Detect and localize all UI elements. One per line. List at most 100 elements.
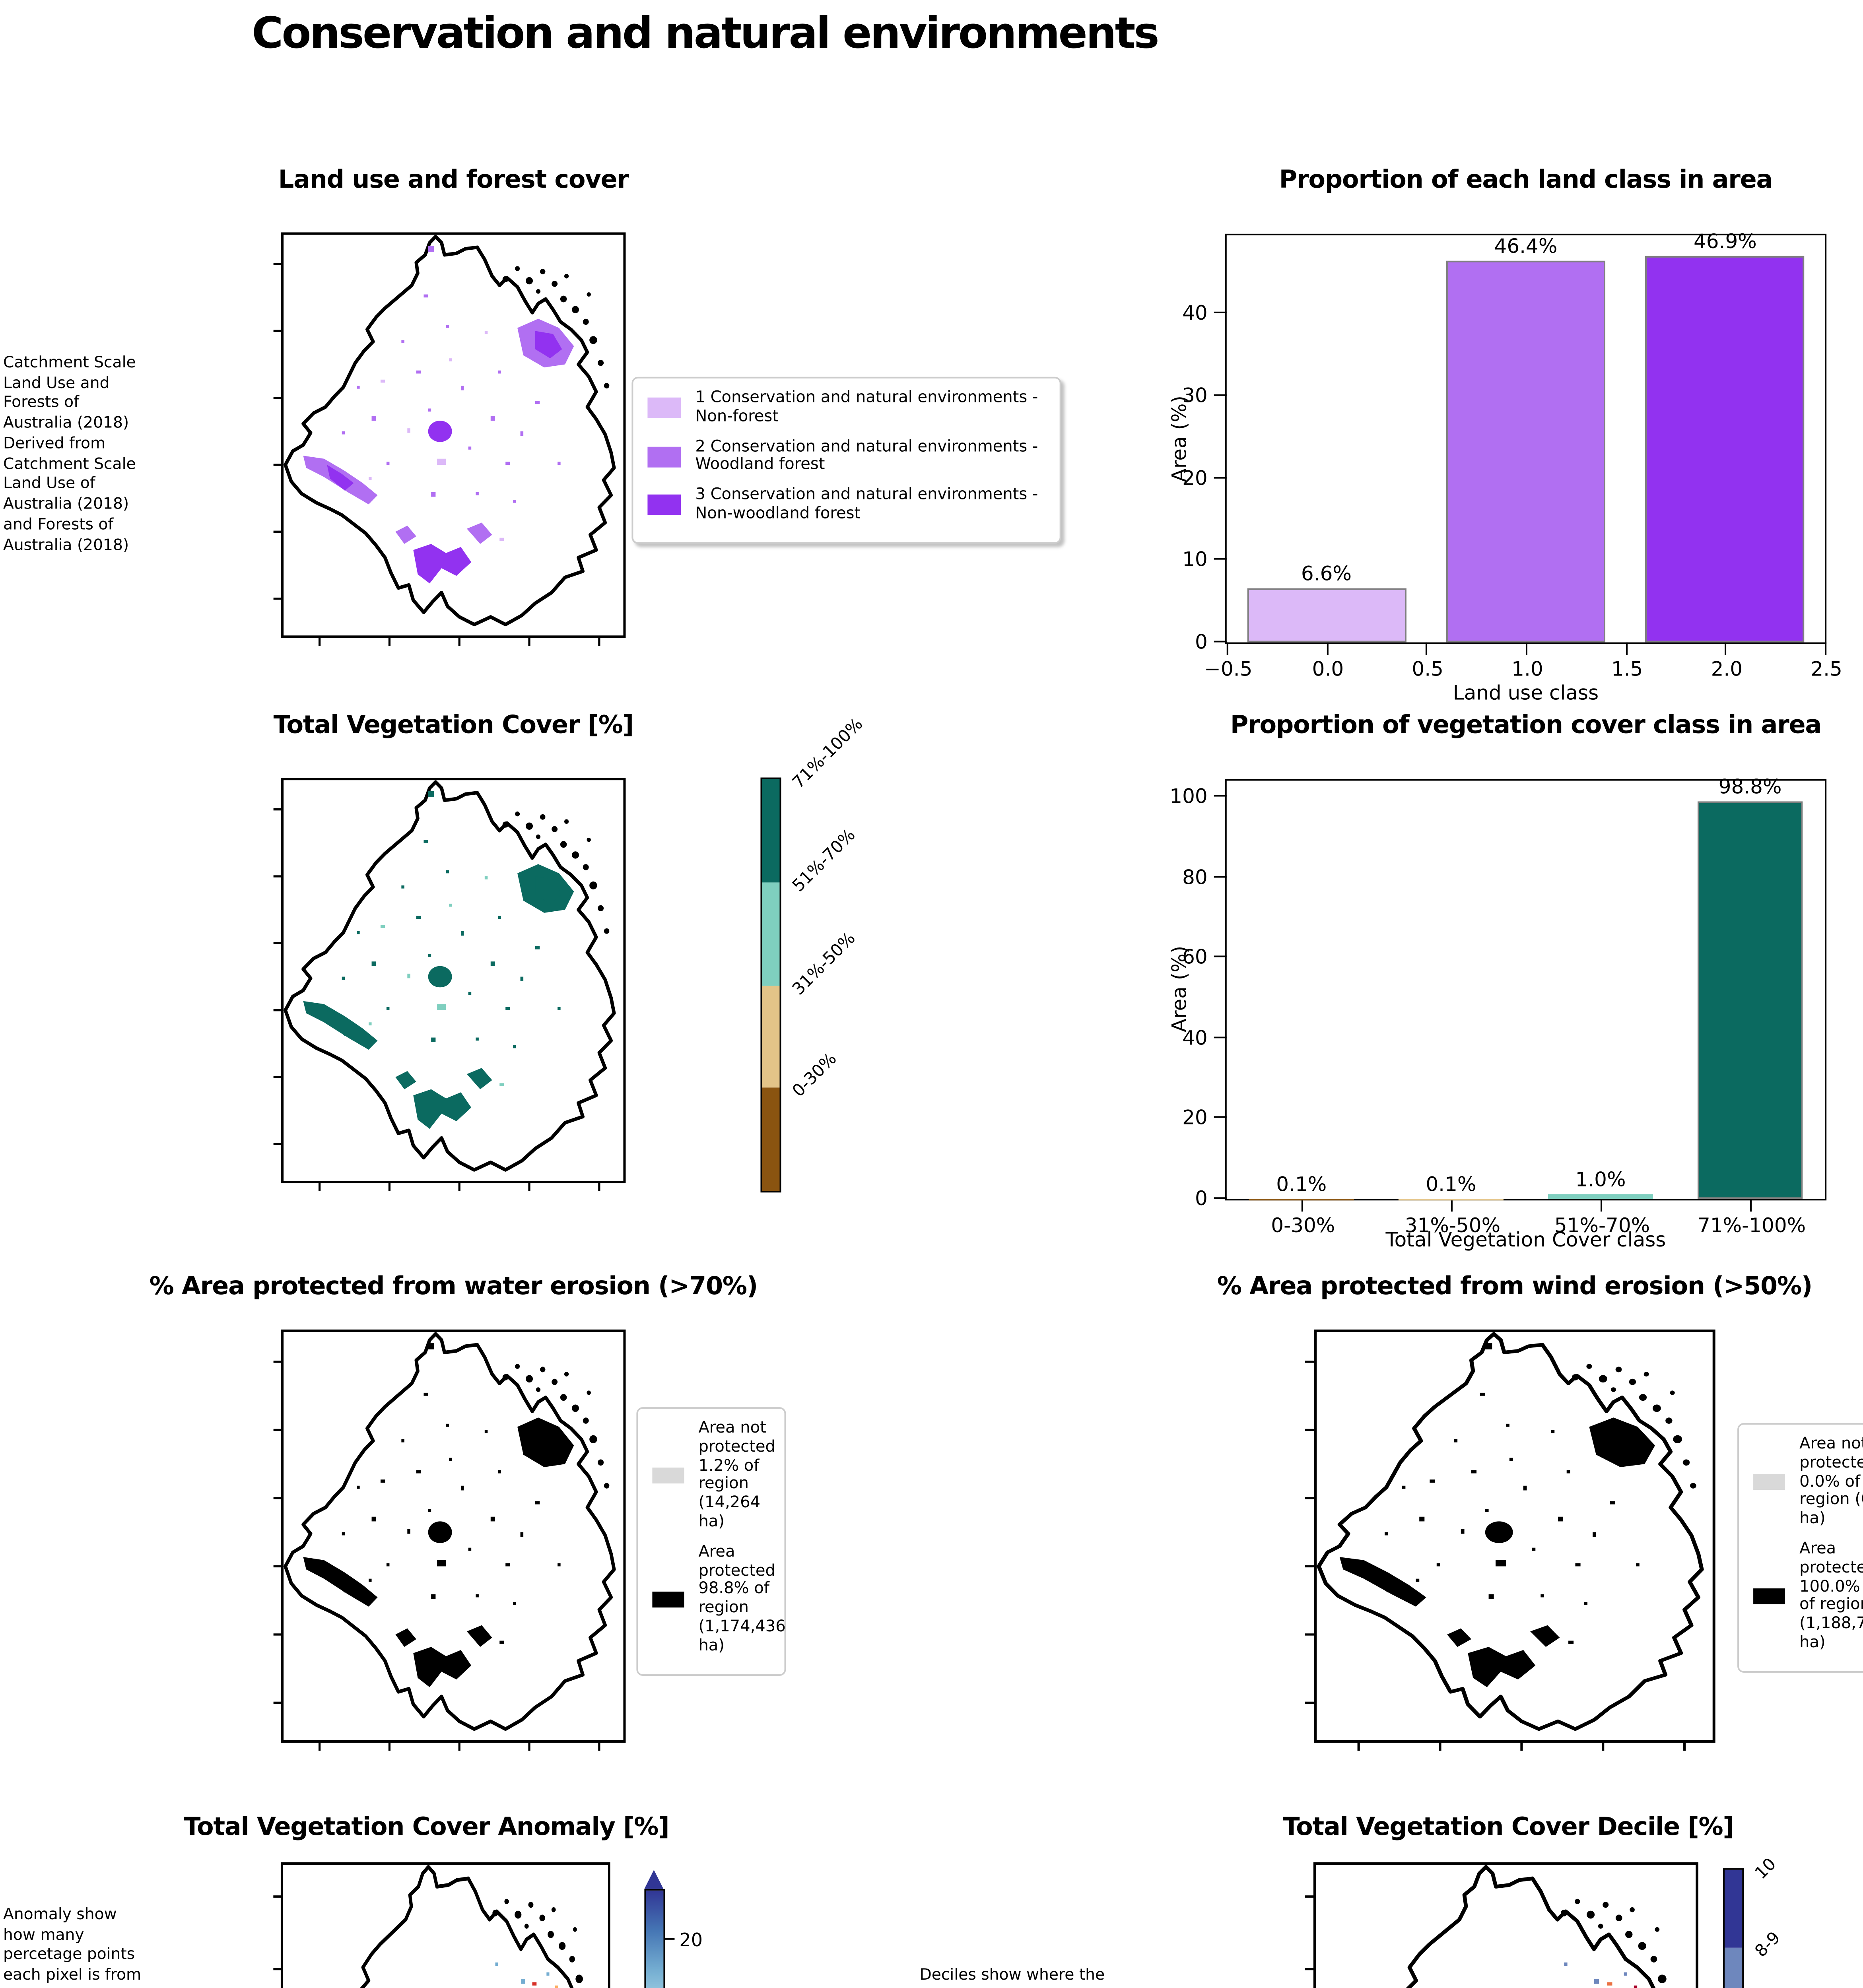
legend-swatch — [647, 495, 681, 516]
legend-swatch — [652, 1468, 684, 1484]
colorbar-label: 31%-50% — [789, 928, 860, 999]
y-tick: 100 — [1169, 784, 1227, 808]
x-tick: −0.5 — [1204, 642, 1253, 681]
legend-swatch — [647, 447, 681, 468]
colorbar-label: 71%-100% — [789, 714, 867, 793]
x-tick: 2.5 — [1811, 642, 1842, 681]
bar-value-label: 0.1% — [1276, 1171, 1327, 1196]
decile-colorbar: 108-94-72-31 — [1723, 1855, 1785, 1988]
legend-item: 1 Conservation and natural environments … — [647, 390, 1045, 427]
decile-map-title: Total Vegetation Cover Decile [%] — [1283, 1812, 1734, 1841]
colorbar-gradient — [644, 1889, 665, 1988]
y-tick: 60 — [1182, 945, 1227, 969]
y-tick: 0 — [1195, 1186, 1227, 1210]
colorbar-segment — [1725, 1947, 1743, 1988]
colorbar-label: 51%-70% — [789, 825, 860, 896]
colorbar-segment — [762, 985, 780, 1088]
wind-erosion-map — [1302, 1328, 1728, 1757]
land-class-chart-title: Proportion of each land class in area — [1279, 165, 1773, 194]
legend-item: 3 Conservation and natural environments … — [647, 487, 1045, 524]
veg-class-bar-chart: 0 20 40 60 80 100 0-30% 31%-50% 51%-70% 71%-100% 0… — [1169, 775, 1827, 1237]
colorbar-ticks: 20100−10−20 — [644, 1889, 703, 1988]
colorbar-segment — [1725, 1870, 1743, 1947]
y-tick: 40 — [1182, 301, 1227, 324]
veg-cover-map — [270, 776, 636, 1198]
land-use-source-note: Catchment Scale Land Use and Forests of … — [3, 354, 136, 555]
decile-map — [1302, 1860, 1710, 1988]
x-tick: 2.0 — [1711, 642, 1743, 681]
water-erosion-legend: Area not protected 1.2% of region (14,26… — [636, 1407, 786, 1675]
colorbar-segment — [762, 882, 780, 985]
colorbar-label: 10 — [1752, 1855, 1780, 1883]
colorbar-tick: 20 — [665, 1928, 703, 1950]
bar-value-label: 98.8% — [1718, 775, 1782, 799]
bar — [1548, 1195, 1653, 1199]
bar-value-label: 46.9% — [1693, 229, 1757, 254]
x-tick: 51%-70% — [1554, 1199, 1650, 1237]
anomaly-note: Anomaly show how many percetage points e… — [3, 1906, 145, 1988]
bar-value-label: 6.6% — [1301, 561, 1352, 585]
land-use-map-title: Land use and forest cover — [278, 165, 629, 194]
x-tick: 0.0 — [1312, 642, 1344, 681]
colorbar-label: 0-30% — [789, 1050, 841, 1102]
legend-item: Area protected 98.8% of region (1,174,43… — [652, 1543, 786, 1656]
legend-label: Area protected 98.8% of region (1,174,43… — [698, 1543, 786, 1655]
x-tick: 0-30% — [1271, 1199, 1335, 1237]
legend-label: Area not protected 0.0% of region (0 ha) — [1799, 1436, 1863, 1528]
y-tick: 0 — [1195, 630, 1227, 654]
x-tick: 31%-50% — [1405, 1199, 1500, 1237]
bar — [1446, 261, 1606, 643]
land-use-map — [270, 231, 636, 652]
veg-class-chart-xlabel: Total Vegetation Cover class — [1385, 1227, 1666, 1252]
veg-class-chart-title: Proportion of vegetation cover class in … — [1230, 711, 1822, 740]
land-use-legend: 1 Conservation and natural environments … — [631, 377, 1061, 544]
legend-label: 3 Conservation and natural environments … — [695, 487, 1038, 523]
y-tick: 30 — [1182, 383, 1227, 407]
bar-value-label: 0.1% — [1426, 1171, 1476, 1196]
legend-label: Area protected 100.0% of region (1,188,7… — [1799, 1540, 1863, 1652]
wind-erosion-map-title: % Area protected from wind erosion (>50%… — [1217, 1272, 1812, 1301]
y-tick: 20 — [1182, 1106, 1227, 1130]
land-class-chart-xlabel: Land use class — [1453, 680, 1599, 705]
anomaly-map-title: Total Vegetation Cover Anomaly [%] — [184, 1812, 669, 1841]
x-tick: 1.5 — [1611, 642, 1643, 681]
y-tick: 40 — [1182, 1025, 1227, 1049]
bar — [1246, 588, 1406, 643]
colorbar-label: 8-9 — [1752, 1928, 1785, 1961]
bar — [1698, 802, 1803, 1199]
bar-value-label: 1.0% — [1575, 1168, 1626, 1192]
legend-item: Area not protected 1.2% of region (14,26… — [652, 1420, 775, 1532]
water-erosion-map — [270, 1328, 636, 1757]
y-tick: 10 — [1182, 547, 1227, 571]
legend-swatch — [647, 398, 681, 419]
wind-erosion-legend: Area not protected 0.0% of region (0 ha)… — [1737, 1423, 1863, 1673]
y-tick: 20 — [1182, 465, 1227, 489]
legend-label: Area not protected 1.2% of region (14,26… — [698, 1420, 775, 1531]
x-tick: 0.5 — [1412, 642, 1443, 681]
legend-label: 2 Conservation and natural environments … — [695, 438, 1038, 475]
bar-value-label: 46.4% — [1494, 234, 1558, 258]
colorbar-arrow-up — [644, 1870, 664, 1889]
anomaly-map — [270, 1860, 620, 1988]
veg-cover-colorbar: 71%-100% 51%-70% 31%-50% 0-30% — [760, 715, 867, 1193]
veg-cover-map-title: Total Vegetation Cover [%] — [273, 711, 634, 740]
legend-label: 1 Conservation and natural environments … — [695, 389, 1038, 426]
legend-item: 2 Conservation and natural environments … — [647, 438, 1045, 476]
x-tick: 71%-100% — [1698, 1199, 1806, 1237]
y-tick: 80 — [1182, 864, 1227, 888]
bar — [1399, 1198, 1504, 1199]
decile-note: Deciles show where the pixel value lies … — [919, 1967, 1105, 1988]
bar — [1645, 256, 1805, 643]
land-class-bar-chart: 0 10 20 30 40 −0.5 0.0 0.5 1.0 1.5 2.0 2.5 6.6% 46.4%… — [1182, 230, 1842, 681]
legend-item: Area not protected 0.0% of region (0 ha) — [1753, 1436, 1863, 1530]
legend-swatch — [1753, 1475, 1785, 1491]
page-title: Conservation and natural environments — [252, 9, 1160, 59]
x-tick: 1.0 — [1511, 642, 1543, 681]
legend-item: Area protected 100.0% of region (1,188,7… — [1753, 1541, 1863, 1653]
anomaly-colorbar: 20100−10−20 — [644, 1870, 703, 1988]
legend-swatch — [652, 1592, 684, 1608]
colorbar-segment — [762, 1088, 780, 1191]
legend-swatch — [1753, 1589, 1785, 1605]
water-erosion-map-title: % Area protected from water erosion (>70… — [149, 1272, 758, 1301]
